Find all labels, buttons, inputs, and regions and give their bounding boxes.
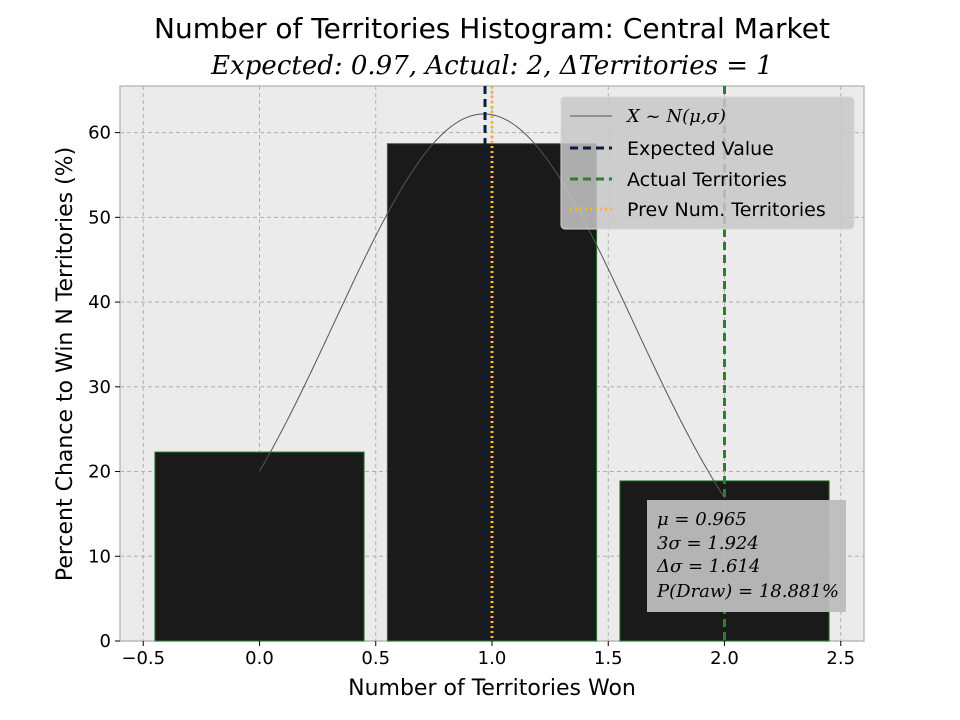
stats-p-draw: P(Draw) = 18.881%	[656, 581, 839, 602]
x-tick-label-2: 0.5	[361, 648, 390, 669]
legend-label-prev-territories: Prev Num. Territories	[627, 199, 826, 221]
y-tick-label-4: 40	[88, 292, 111, 313]
y-tick-label-1: 10	[88, 546, 111, 567]
x-axis-ticks: −0.5 0.0 0.5 1.0 1.5 2.0 2.5	[121, 641, 855, 669]
y-tick-label-2: 20	[88, 462, 111, 483]
bar-0	[154, 451, 365, 642]
stats-delta-sigma: Δσ = 1.614	[656, 556, 760, 577]
legend-label-normal-curve: X ~ N(μ,σ)	[625, 106, 726, 127]
y-tick-label-6: 60	[88, 123, 111, 144]
x-axis-label: Number of Territories Won	[348, 676, 636, 701]
stats-box: μ = 0.965 3σ = 1.924 Δσ = 1.614 P(Draw) …	[647, 500, 846, 612]
legend-label-actual-territories: Actual Territories	[627, 169, 787, 191]
chart-subtitle: Expected: 0.97, Actual: 2, ΔTerritories …	[210, 51, 773, 81]
x-tick-label-5: 2.0	[710, 648, 739, 669]
y-axis-label: Percent Chance to Win N Territories (%)	[53, 147, 78, 581]
normal-curve-line	[259, 113, 725, 499]
legend: X ~ N(μ,σ) Expected Value Actual Territo…	[560, 96, 855, 230]
x-tick-label-0: −0.5	[121, 648, 165, 669]
x-tick-label-3: 1.0	[478, 648, 507, 669]
y-axis-ticks: 0 10 20 30 40 50 60	[88, 123, 120, 652]
x-tick-label-1: 0.0	[245, 648, 274, 669]
stats-three-sigma: 3σ = 1.924	[657, 533, 759, 554]
chart-title: Number of Territories Histogram: Central…	[154, 12, 830, 45]
legend-box	[560, 96, 855, 230]
x-tick-label-4: 1.5	[594, 648, 623, 669]
y-tick-label-0: 0	[100, 631, 111, 652]
y-tick-label-3: 30	[88, 377, 111, 398]
y-tick-label-5: 50	[88, 207, 111, 228]
normal-curve-group	[259, 113, 725, 499]
stats-mu: μ = 0.965	[657, 509, 747, 530]
legend-label-expected-value: Expected Value	[627, 138, 774, 160]
stats-box-background	[647, 500, 846, 612]
x-tick-label-6: 2.5	[826, 648, 855, 669]
